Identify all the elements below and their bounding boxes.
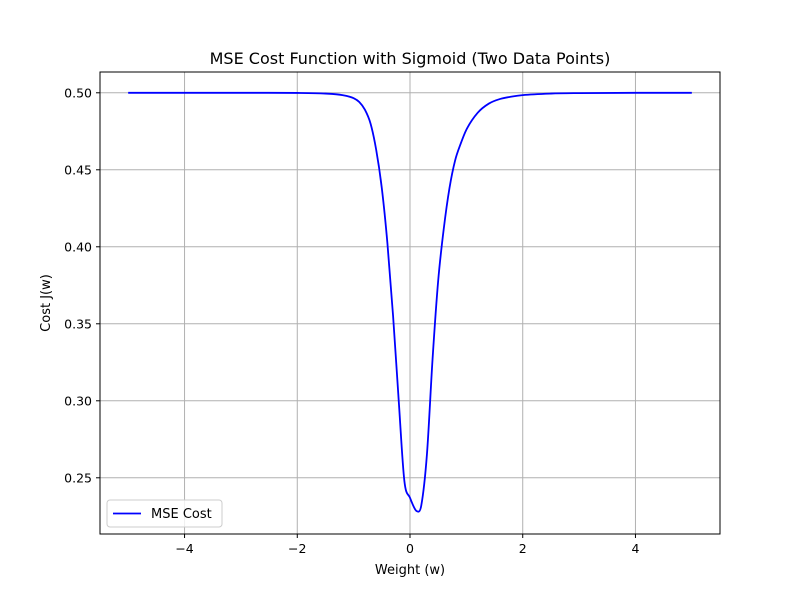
y-tick-label: 0.30	[64, 393, 92, 408]
legend-box	[106, 499, 223, 528]
x-tick-label: 2	[519, 541, 527, 556]
series-line-0	[128, 91, 692, 513]
x-axis-label: Weight (w)	[375, 563, 445, 578]
legend-label: MSE Cost	[151, 507, 212, 522]
x-tick-label: −4	[175, 541, 193, 556]
x-tick-label: −2	[288, 541, 306, 556]
legend: MSE Cost	[106, 499, 223, 528]
y-tick-label: 0.45	[64, 162, 92, 177]
y-tick-label: 0.50	[64, 85, 92, 100]
y-tick-label: 0.25	[64, 470, 92, 485]
y-tick-label: 0.35	[64, 316, 92, 331]
y-tick-label: 0.40	[64, 239, 92, 254]
ticks: −4 −2 0 2 4 0.25 0.30 0.35 0.40 0.45 0.50	[64, 85, 639, 556]
x-tick-label: 0	[406, 541, 414, 556]
series-layer	[128, 91, 692, 513]
chart-title: MSE Cost Function with Sigmoid (Two Data…	[210, 49, 611, 68]
y-axis-label: Cost J(w)	[39, 274, 54, 332]
x-tick-label: 4	[631, 541, 639, 556]
